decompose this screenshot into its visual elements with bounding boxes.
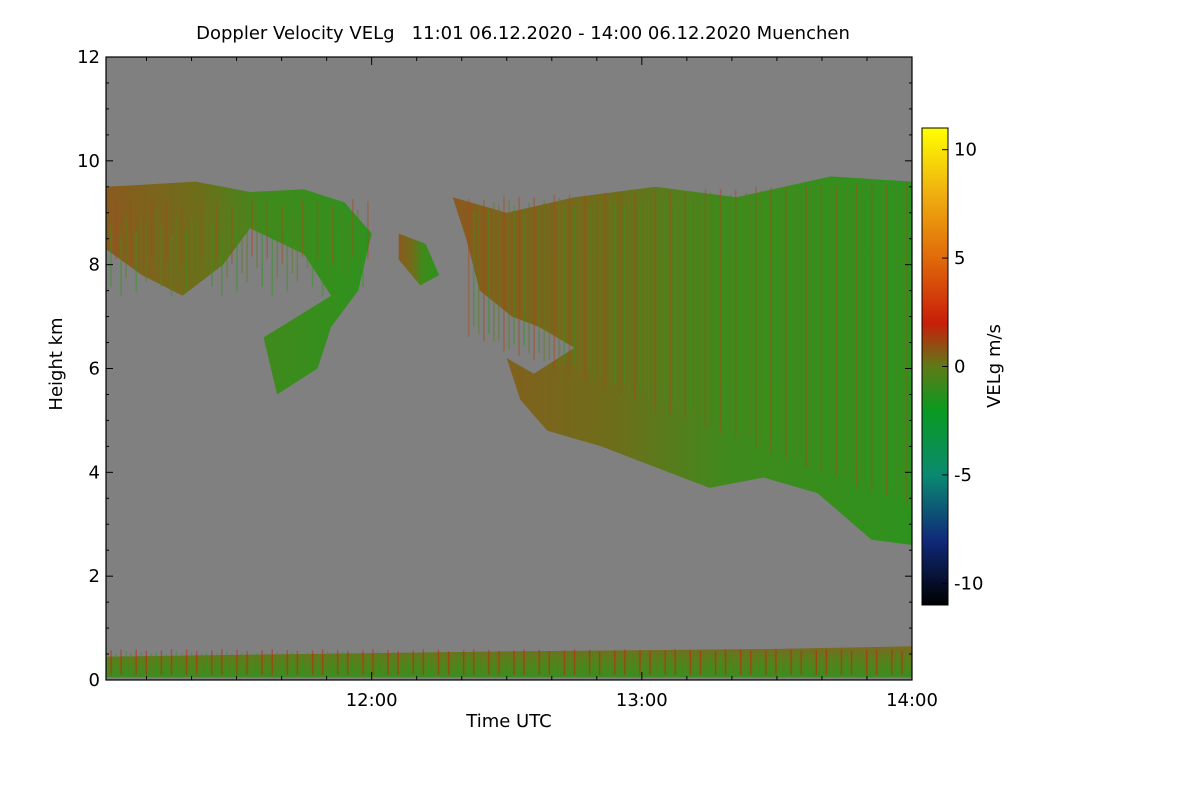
y-tick-label: 0 xyxy=(89,670,100,691)
y-tick-label: 4 xyxy=(89,462,100,483)
x-tick-label: 13:00 xyxy=(616,690,668,711)
echo-layer xyxy=(106,176,912,678)
y-tick-label: 8 xyxy=(89,255,100,276)
echo-region-upper-cloud-mid xyxy=(398,233,440,286)
x-tick-label: 14:00 xyxy=(886,690,938,711)
colorbar-tick-label: -5 xyxy=(954,465,972,486)
x-axis-label: Time UTC xyxy=(465,711,551,732)
colorbar-label: VELg m/s xyxy=(984,324,1005,408)
colorbar-ticks: 10 5 0 -5 -10 xyxy=(942,140,983,594)
x-axis: 12:00 13:00 14:00 xyxy=(146,57,938,711)
y-tick-label: 2 xyxy=(89,566,100,587)
echo-region-upper-cloud-early xyxy=(106,181,372,395)
y-tick-label: 12 xyxy=(77,47,100,68)
colorbar-tick-label: 10 xyxy=(954,140,977,161)
colorbar-tick-label: 0 xyxy=(954,357,965,378)
y-tick-label: 10 xyxy=(77,151,100,172)
y-axis: 0 2 4 6 8 10 12 xyxy=(77,47,912,691)
y-tick-label: 6 xyxy=(89,359,100,380)
echo-region-main-cloud xyxy=(452,176,912,545)
x-tick-label: 12:00 xyxy=(346,690,398,711)
colorbar-tick-label: -10 xyxy=(954,573,983,594)
chart-title: Doppler Velocity VELg 11:01 06.12.2020 -… xyxy=(196,23,850,44)
colorbar-tick-label: 5 xyxy=(954,248,965,269)
y-axis-label: Height km xyxy=(46,317,67,410)
